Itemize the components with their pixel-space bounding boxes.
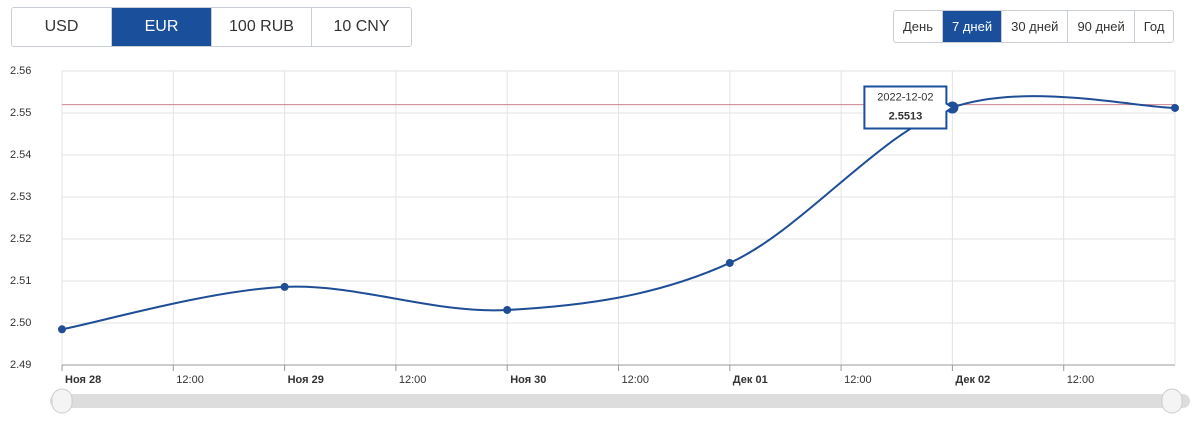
range-handle[interactable] bbox=[1161, 388, 1183, 414]
point bbox=[725, 258, 734, 267]
period-button[interactable]: 30 дней bbox=[1002, 11, 1069, 42]
tooltip-value: 2.5513 bbox=[889, 110, 923, 122]
point bbox=[1171, 103, 1179, 112]
currency-button[interactable]: 100 RUB bbox=[212, 8, 312, 46]
y-tick-label: 2.50 bbox=[10, 317, 31, 329]
x-tick-label: Ноя 28 bbox=[65, 374, 101, 386]
x-tick-label: 12:00 bbox=[1067, 374, 1095, 386]
period-button[interactable]: День bbox=[894, 11, 943, 42]
point bbox=[503, 305, 512, 314]
currency-switch: USD EUR 100 RUB 10 CNY bbox=[11, 7, 412, 47]
period-button[interactable]: 7 дней bbox=[943, 11, 1003, 42]
x-tick-label: 12:00 bbox=[399, 374, 427, 386]
x-tick-label: 12:00 bbox=[622, 374, 650, 386]
y-tick-label: 2.53 bbox=[10, 191, 31, 203]
y-tick-label: 2.49 bbox=[10, 359, 31, 371]
period-button[interactable]: 90 дней bbox=[1068, 11, 1135, 42]
y-tick-label: 2.51 bbox=[10, 275, 31, 287]
currency-button[interactable]: EUR bbox=[112, 8, 212, 46]
point bbox=[58, 325, 66, 334]
x-tick-label: Дек 01 bbox=[733, 374, 768, 386]
tooltip-date: 2022-12-02 bbox=[877, 91, 933, 103]
scrollbar-track bbox=[50, 394, 1190, 408]
x-tick-label: Дек 02 bbox=[955, 374, 990, 386]
y-tick-label: 2.52 bbox=[10, 233, 31, 245]
tooltip: 2022-12-02 2.5513 bbox=[863, 85, 955, 130]
x-tick-label: 12:00 bbox=[844, 374, 872, 386]
point bbox=[280, 282, 289, 291]
period-button[interactable]: Год bbox=[1134, 11, 1174, 42]
y-tick-label: 2.55 bbox=[10, 107, 31, 119]
y-tick-label: 2.54 bbox=[10, 149, 31, 161]
x-tick-label: Ноя 29 bbox=[288, 374, 324, 386]
y-tick-label: 2.56 bbox=[10, 65, 31, 77]
period-switch: День 7 дней 30 дней 90 дней Год bbox=[893, 10, 1175, 43]
x-tick-label: Ноя 30 bbox=[510, 374, 546, 386]
currency-button[interactable]: USD bbox=[12, 8, 112, 46]
range-handle[interactable] bbox=[51, 388, 73, 414]
currency-button[interactable]: 10 CNY bbox=[312, 8, 411, 46]
line bbox=[61, 95, 1176, 331]
tooltip-box bbox=[863, 85, 955, 130]
x-tick-label: 12:00 bbox=[176, 374, 204, 386]
